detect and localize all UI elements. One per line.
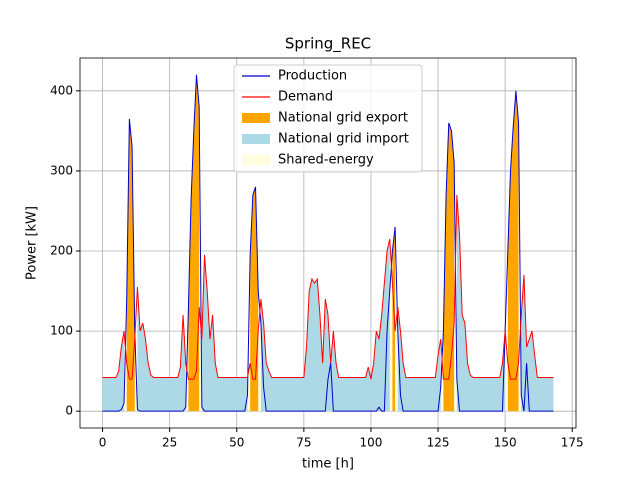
x-axis-label: time [h] <box>302 457 354 472</box>
legend-label: Production <box>278 69 347 84</box>
y-tick-label: 0 <box>65 404 73 418</box>
y-tick-label: 100 <box>50 324 73 338</box>
legend-box <box>233 64 423 173</box>
x-tick-label: 125 <box>427 436 450 450</box>
x-tick-label: 150 <box>494 436 517 450</box>
x-tick-label: 175 <box>561 436 584 450</box>
x-tick-label: 25 <box>162 436 177 450</box>
legend-label: Shared-energy <box>278 153 374 168</box>
legend-label: Demand <box>278 90 333 105</box>
y-tick-label: 400 <box>50 83 73 97</box>
y-tick-label: 200 <box>50 244 73 258</box>
series-line <box>102 194 554 380</box>
legend-swatch <box>242 113 270 123</box>
import-area <box>102 194 554 412</box>
y-tick-label: 300 <box>50 163 73 177</box>
y-axis-label: Power [kW] <box>25 206 40 280</box>
legend-swatch <box>242 134 270 144</box>
x-tick-label: 0 <box>99 436 107 450</box>
series-line <box>102 74 554 412</box>
legend-swatch <box>242 155 270 165</box>
x-tick-label: 100 <box>359 436 382 450</box>
chart-title: Spring_REC <box>285 35 371 54</box>
x-tick-label: 75 <box>296 436 311 450</box>
axes-frame <box>79 57 577 429</box>
x-tick-label: 50 <box>229 436 244 450</box>
legend-label: National grid import <box>278 132 409 147</box>
legend-label: National grid export <box>278 111 408 126</box>
